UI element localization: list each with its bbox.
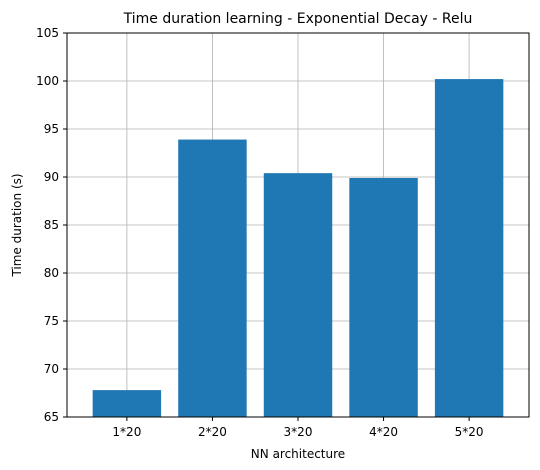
y-tick-label: 70 (44, 362, 59, 376)
y-tick-label: 95 (44, 122, 59, 136)
x-axis-label: NN architecture (251, 447, 345, 461)
y-tick-label: 85 (44, 218, 59, 232)
y-axis-ticks: 65 70 75 80 85 90 95 100 105 (36, 26, 67, 424)
bar-2*20 (178, 139, 247, 417)
y-axis-label: Time duration (s) (10, 173, 24, 277)
x-axis-ticks: 1*20 2*20 3*20 4*20 5*20 (112, 417, 484, 439)
chart-title: Time duration learning - Exponential Dec… (123, 11, 473, 27)
bar-4*20 (349, 177, 418, 417)
bars (92, 79, 504, 417)
bar-5*20 (434, 79, 504, 417)
x-tick-label: 3*20 (284, 425, 313, 439)
bar-1*20 (92, 390, 162, 417)
y-tick-label: 80 (44, 266, 59, 280)
y-tick-label: 105 (36, 26, 59, 40)
x-tick-label: 2*20 (198, 425, 227, 439)
y-tick-label: 100 (36, 74, 59, 88)
y-tick-label: 90 (44, 170, 59, 184)
bar-3*20 (263, 173, 333, 417)
x-tick-label: 4*20 (369, 425, 398, 439)
x-tick-label: 1*20 (112, 425, 141, 439)
x-tick-label: 5*20 (455, 425, 484, 439)
y-tick-label: 75 (44, 314, 59, 328)
y-tick-label: 65 (44, 410, 59, 424)
